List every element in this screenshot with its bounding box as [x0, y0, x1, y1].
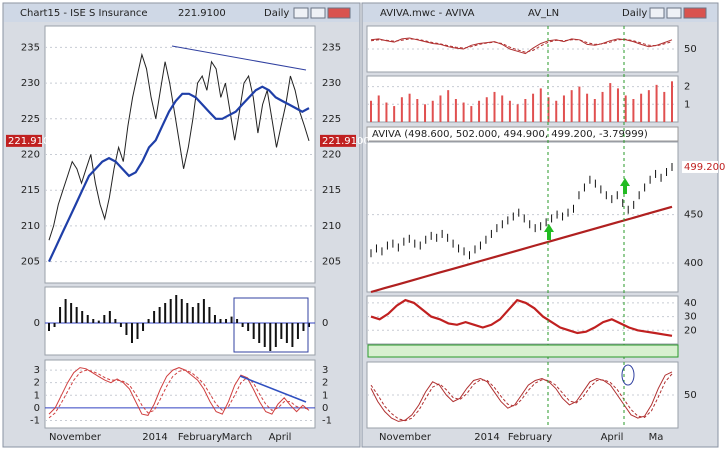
- panel: [366, 295, 679, 345]
- y-tick-label: 210: [322, 221, 341, 232]
- price-tag-bg: [320, 134, 356, 147]
- y-tick-label: 1: [322, 390, 328, 401]
- y-tick-label: 2: [34, 378, 40, 389]
- y-tick-label: 205: [21, 257, 40, 268]
- window-buttons[interactable]: [293, 7, 707, 19]
- x-tick-label: February: [508, 432, 552, 443]
- x-tick-label: 2014: [474, 432, 499, 443]
- y-tick-label: 450: [684, 210, 703, 221]
- y-tick-label: 205: [322, 257, 341, 268]
- signal-strip: [367, 344, 679, 358]
- y-tick-label: 0: [34, 318, 40, 329]
- series-line: [370, 37, 673, 55]
- price-tag: 221.9100: [322, 136, 370, 147]
- panel: [366, 141, 679, 293]
- x-tick-label: November: [49, 432, 102, 443]
- x-tick-label: Ma: [649, 432, 664, 443]
- interval: Daily: [264, 8, 289, 19]
- price-tag: 499.200: [684, 162, 725, 173]
- close[interactable]: [683, 7, 707, 19]
- y-tick-label: 50: [684, 44, 697, 55]
- y-tick-label: 40: [684, 298, 697, 309]
- title-bar: [4, 4, 359, 22]
- y-tick-label: 1: [34, 390, 40, 401]
- price-tag-bg: [682, 160, 718, 173]
- x-tick-label: 2014: [142, 432, 167, 443]
- price-tag: 221.9100: [8, 136, 56, 147]
- buy-arrow: [620, 178, 630, 194]
- y-tick-label: 0: [322, 318, 328, 329]
- panel: [44, 286, 316, 356]
- x-tick-label: April: [601, 432, 624, 443]
- minimize[interactable]: [649, 7, 665, 19]
- close[interactable]: [327, 7, 351, 19]
- series-line: [370, 205, 673, 294]
- x-tick-label: March: [222, 432, 252, 443]
- y-tick-label: 3: [34, 365, 40, 376]
- highlight-box: [233, 297, 309, 353]
- y-tick-label: 210: [21, 221, 40, 232]
- y-tick-label: 225: [322, 114, 341, 125]
- y-tick-label: 2: [684, 82, 690, 93]
- series-line: [48, 369, 310, 419]
- series-line: [48, 52, 310, 241]
- highlight-circle: [621, 364, 635, 386]
- symbol: AV_LN: [528, 8, 559, 19]
- y-tick-label: 215: [322, 185, 341, 196]
- interval: Daily: [622, 8, 647, 19]
- y-tick-label: 2: [322, 378, 328, 389]
- maximize[interactable]: [310, 7, 326, 19]
- minimize[interactable]: [293, 7, 309, 19]
- y-tick-label: 230: [322, 78, 341, 89]
- series-line: [370, 298, 673, 337]
- y-tick-label: 215: [21, 185, 40, 196]
- price-tag-bg: [6, 134, 42, 147]
- y-tick-label: 220: [21, 150, 40, 161]
- series-line: [370, 38, 673, 53]
- y-tick-label: 225: [21, 114, 40, 125]
- annotations: [171, 26, 679, 428]
- panel: [366, 75, 679, 123]
- y-tick-label: 400: [684, 258, 703, 269]
- y-tick-label: 3: [322, 365, 328, 376]
- window-title: AVIVA.mwc - AVIVA: [380, 8, 475, 19]
- y-tick-label: 235: [322, 42, 341, 53]
- y-tick-label: 30: [684, 312, 697, 323]
- y-tick-label: -1: [30, 415, 40, 426]
- window-title: Chart15 - ISE S Insurance: [20, 8, 148, 19]
- trend-arrow: [239, 375, 307, 403]
- series-line: [48, 85, 310, 263]
- y-tick-label: 0: [322, 403, 328, 414]
- y-tick-label: 1: [684, 99, 690, 110]
- series-line: [48, 367, 310, 416]
- x-tick-label: April: [269, 432, 292, 443]
- y-tick-label: 235: [21, 42, 40, 53]
- y-tick-label: 220: [322, 150, 341, 161]
- panel-header: [366, 126, 679, 142]
- price: 221.9100: [178, 8, 226, 19]
- y-tick-label: -1: [322, 415, 332, 426]
- y-tick-label: 50: [684, 390, 697, 401]
- y-tick-label: 230: [21, 78, 40, 89]
- title-bar: [363, 4, 717, 22]
- x-tick-label: February: [178, 432, 222, 443]
- trend-line: [171, 45, 307, 71]
- panel-header-text: AVIVA (498.600, 502.000, 494.900, 499.20…: [372, 129, 648, 140]
- buy-arrow: [544, 224, 554, 240]
- x-tick-label: November: [379, 432, 432, 443]
- y-tick-label: 20: [684, 325, 697, 336]
- y-tick-label: 0: [34, 403, 40, 414]
- maximize[interactable]: [666, 7, 682, 19]
- series-line: [370, 371, 673, 422]
